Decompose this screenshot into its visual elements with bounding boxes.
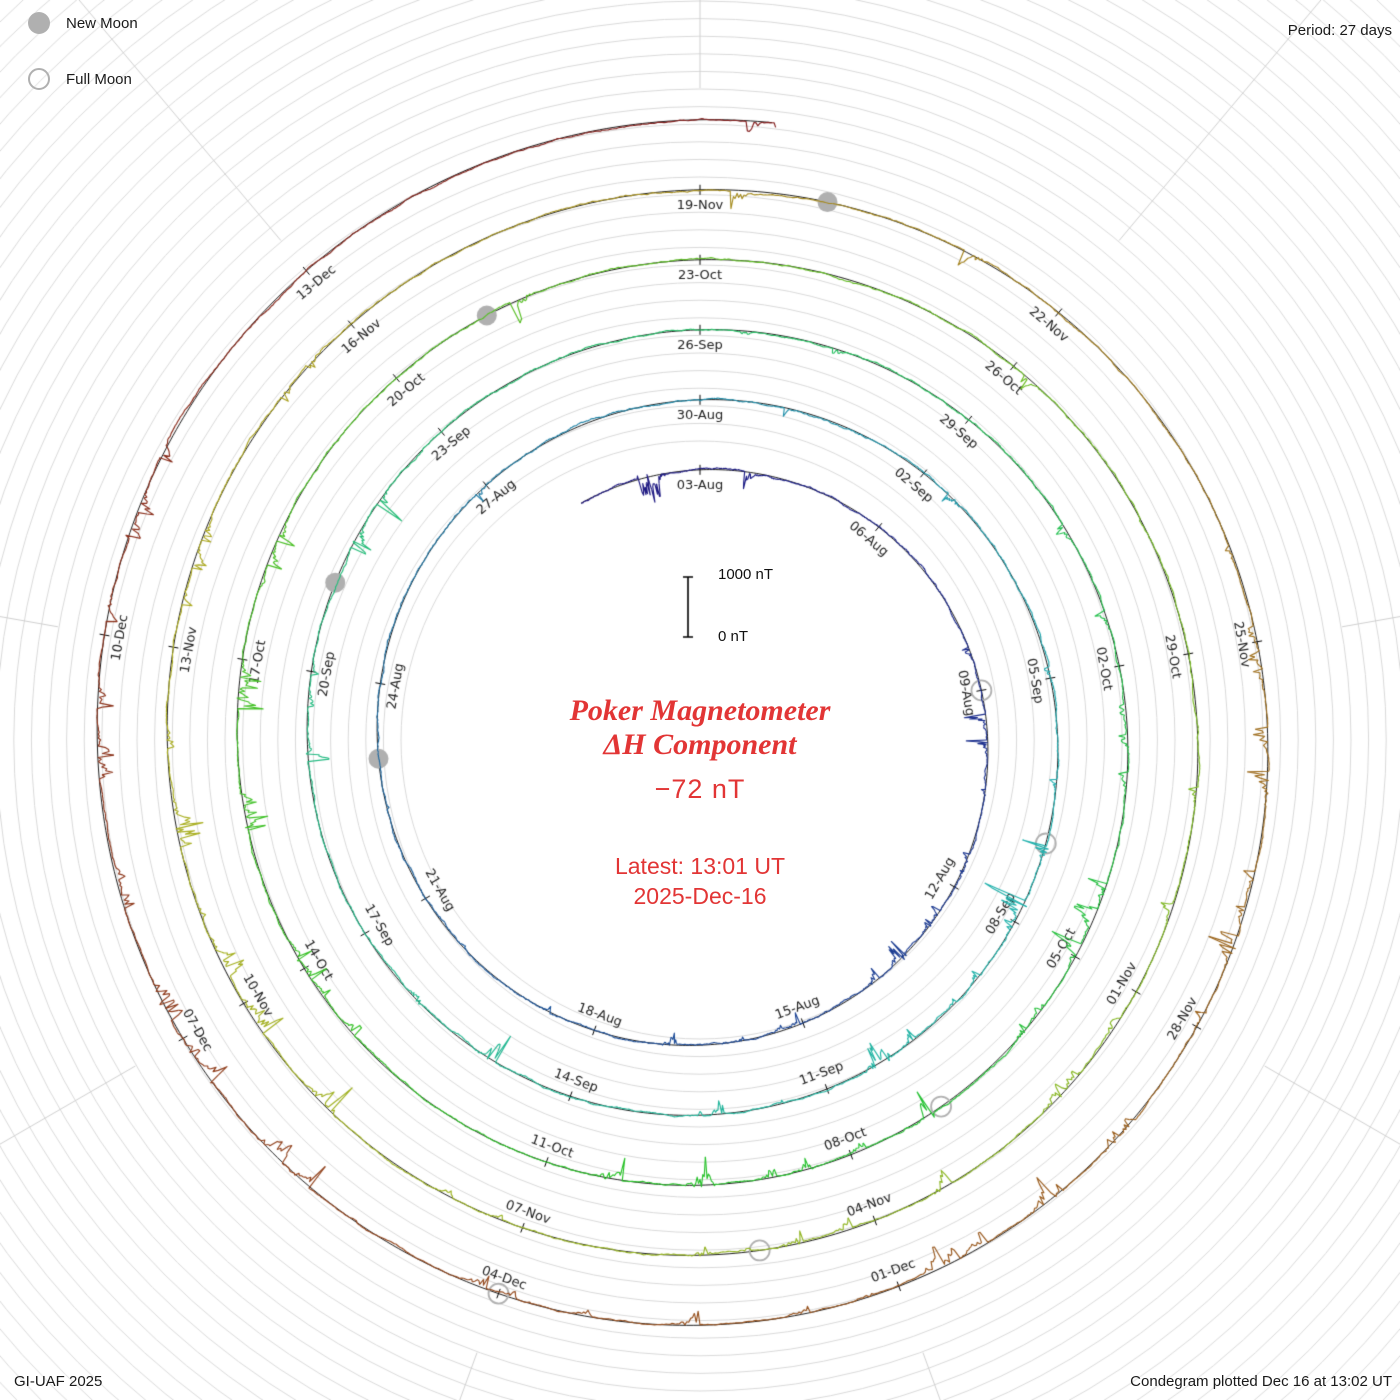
moon-legend: New Moon Full Moon <box>28 8 138 120</box>
full-moon-icon <box>28 68 50 90</box>
legend-full-moon: Full Moon <box>28 64 138 94</box>
scale-top-label: 1000 nT <box>718 566 774 583</box>
scale-bottom-label: 0 nT <box>718 628 749 645</box>
latest-time: Latest: 13:01 UT <box>614 853 786 879</box>
chart-title-line1: Poker Magnetometer <box>569 694 831 727</box>
new-moon-icon <box>28 12 50 34</box>
current-value: −72 nT <box>654 774 746 804</box>
latest-date: 2025-Dec-16 <box>633 883 767 909</box>
center-text: Poker Magnetometer ΔH Component −72 nT L… <box>0 694 1400 910</box>
plotted-label: Condegram plotted Dec 16 at 13:02 UT <box>1130 1373 1392 1390</box>
credit-label: GI-UAF 2025 <box>14 1373 103 1390</box>
period-label: Period: 27 days <box>1287 22 1392 39</box>
chart-title-line2: ΔH Component <box>603 728 797 761</box>
new-moon-label: New Moon <box>66 14 138 32</box>
full-moon-label: Full Moon <box>66 70 132 88</box>
legend-new-moon: New Moon <box>28 8 138 38</box>
